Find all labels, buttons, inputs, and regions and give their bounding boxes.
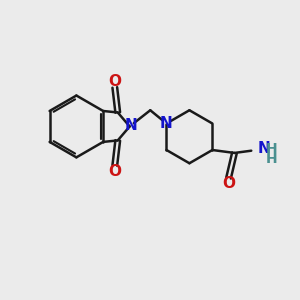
Text: O: O: [222, 176, 235, 191]
Text: N: N: [258, 141, 271, 156]
Text: O: O: [108, 164, 121, 179]
Text: H: H: [266, 152, 278, 166]
Text: N: N: [125, 118, 137, 134]
Text: H: H: [266, 142, 278, 155]
Text: N: N: [160, 116, 173, 131]
Text: O: O: [108, 74, 121, 89]
